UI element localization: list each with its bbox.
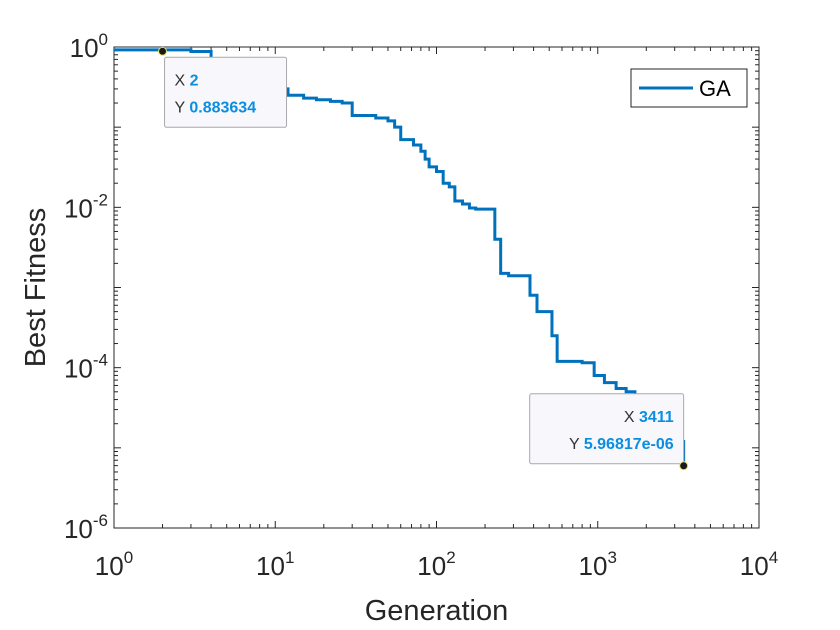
datatip-y-row: Y 5.96817e-06: [569, 436, 674, 453]
datatip-box: [529, 393, 685, 465]
y-tick-label: 10-2: [64, 190, 108, 223]
legend-entry-label: GA: [699, 76, 731, 101]
datatip-x-row: X 2: [175, 72, 199, 89]
y-axis-label: Best Fitness: [20, 208, 52, 368]
datatip-1[interactable]: X 2 Y 0.883634: [158, 46, 288, 128]
minor-ticks: [114, 47, 759, 528]
x-tick-label: 103: [579, 548, 617, 581]
datatip-marker[interactable]: [679, 461, 689, 471]
y-tick-label: 100: [70, 30, 108, 63]
x-tick-label: 100: [95, 548, 133, 581]
x-tick-label: 101: [256, 548, 294, 581]
series-line-ga: [114, 48, 686, 466]
x-axis-label: Generation: [365, 595, 509, 627]
datatip-y-row: Y 0.883634: [175, 99, 257, 116]
datatip-2[interactable]: X 3411 Y 5.96817e-06: [529, 393, 689, 471]
y-tick-label: 10-4: [64, 351, 108, 384]
x-tick-label: 104: [740, 548, 778, 581]
datatip-box: [164, 56, 288, 128]
datatip-x-row: X 3411: [624, 409, 674, 426]
y-tick-labels: 100 10-2 10-4 10-6: [64, 30, 108, 544]
x-tick-label: 102: [417, 548, 455, 581]
legend: GA: [630, 68, 748, 108]
y-tick-label: 10-6: [64, 511, 108, 544]
series-layer: [114, 48, 686, 466]
x-tick-labels: 100 101 102 103 104: [95, 548, 778, 581]
major-ticks: [113, 46, 760, 529]
datatip-layer: X 2 Y 0.883634 X 3411 Y 5.96817e-06: [158, 46, 689, 471]
datatip-marker[interactable]: [158, 46, 168, 56]
